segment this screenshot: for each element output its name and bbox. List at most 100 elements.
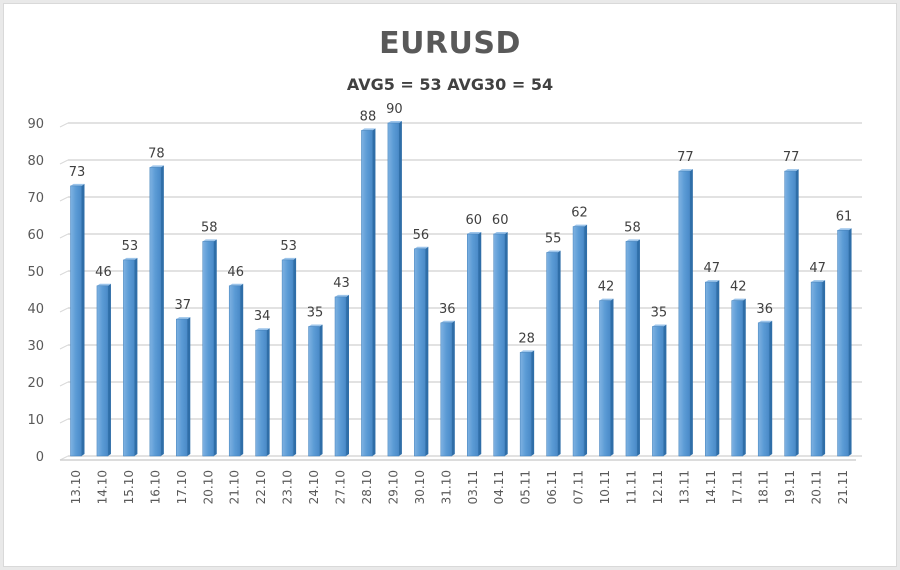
x-tick-label: 16.10 (148, 470, 162, 504)
y-tick-label: 70 (27, 191, 44, 206)
data-label: 77 (783, 150, 800, 165)
x-tick-label: 05.11 (519, 470, 533, 504)
bar: 90 (386, 102, 403, 457)
bar: 60 (465, 213, 482, 457)
bar: 62 (571, 206, 588, 457)
data-label: 77 (677, 150, 694, 165)
data-label: 88 (360, 109, 377, 124)
x-tick-label: 04.11 (492, 470, 506, 504)
x-tick-label: 17.10 (175, 470, 189, 504)
x-tick-label: 19.11 (783, 470, 797, 504)
chart-title: EURUSD (379, 26, 521, 61)
bar: 73 (69, 165, 86, 457)
data-label: 62 (571, 206, 588, 221)
data-label: 55 (545, 232, 562, 247)
data-label: 43 (333, 276, 350, 291)
x-tick-label: 12.11 (651, 470, 665, 504)
x-tick-label: 14.10 (95, 470, 109, 504)
bar: 58 (624, 220, 641, 457)
bar: 42 (598, 280, 615, 457)
x-tick-label: 29.10 (386, 470, 400, 504)
data-label: 42 (730, 280, 747, 295)
x-tick-label: 15.10 (122, 470, 136, 504)
bar: 60 (492, 213, 509, 457)
x-tick-label: 21.10 (228, 470, 242, 504)
bar: 37 (175, 298, 192, 457)
y-tick-label: 50 (27, 265, 44, 280)
x-tick-label: 17.11 (730, 470, 744, 504)
bar: 53 (122, 239, 139, 457)
data-label: 35 (651, 306, 668, 321)
bar: 34 (254, 309, 271, 457)
chart-subtitle: AVG5 = 53 AVG30 = 54 (346, 75, 554, 94)
x-tick-label: 22.10 (254, 470, 268, 504)
data-label: 90 (386, 102, 403, 117)
bar: 47 (704, 261, 721, 457)
data-label: 36 (756, 302, 773, 317)
data-label: 35 (307, 306, 324, 321)
x-tick-label: 10.11 (598, 470, 612, 504)
data-label: 73 (69, 165, 86, 180)
x-tick-label: 24.10 (307, 470, 321, 504)
x-axis: 13.10 14.10 15.10 16.10 17.10 20.10 21.10 22.10… (69, 470, 850, 504)
bar: 46 (227, 265, 244, 457)
bar: 61 (836, 209, 853, 457)
x-tick-label: 20.10 (201, 470, 215, 504)
x-tick-label: 28.10 (360, 470, 374, 504)
x-tick-label: 13.10 (69, 470, 83, 504)
data-label: 60 (465, 213, 482, 228)
data-label: 34 (254, 309, 271, 324)
y-axis: 0 10 20 30 40 50 60 70 80 90 (27, 117, 44, 465)
data-label: 46 (95, 265, 112, 280)
bar: 43 (333, 276, 350, 457)
x-tick-label: 18.11 (757, 470, 771, 504)
data-label: 56 (413, 228, 430, 243)
data-label: 78 (148, 146, 165, 161)
data-label: 53 (122, 239, 139, 254)
y-tick-label: 0 (36, 450, 44, 465)
data-label: 47 (704, 261, 721, 276)
x-tick-label: 31.10 (439, 470, 453, 504)
x-tick-label: 07.11 (572, 470, 586, 504)
data-label: 53 (280, 239, 297, 254)
bar: 53 (280, 239, 297, 457)
x-tick-label: 11.11 (624, 470, 638, 504)
y-tick-label: 40 (27, 302, 44, 317)
x-tick-label: 03.11 (466, 470, 480, 504)
x-tick-label: 06.11 (545, 470, 559, 504)
data-label: 42 (598, 280, 615, 295)
bar: 55 (545, 232, 562, 457)
bar: 58 (201, 220, 218, 457)
bar: 46 (95, 265, 112, 457)
data-label: 37 (175, 298, 192, 313)
bar: 47 (809, 261, 826, 457)
y-tick-label: 30 (27, 339, 44, 354)
bar: 77 (783, 150, 800, 457)
x-tick-label: 20.11 (810, 470, 824, 504)
data-label: 58 (624, 220, 641, 235)
x-tick-label: 14.11 (704, 470, 718, 504)
bars: 73 46 53 78 37 58 46 34 53 35 43 88 90 56 36 60 60 28 55 62… (69, 102, 853, 457)
data-label: 47 (809, 261, 826, 276)
data-label: 46 (227, 265, 244, 280)
bar: 56 (413, 228, 430, 457)
data-label: 61 (836, 209, 853, 224)
bar: 28 (518, 331, 535, 457)
data-label: 36 (439, 302, 456, 317)
y-tick-label: 20 (27, 376, 44, 391)
bar: 88 (360, 109, 377, 457)
data-label: 60 (492, 213, 509, 228)
y-tick-label: 90 (27, 117, 44, 132)
y-tick-label: 60 (27, 228, 44, 243)
x-tick-label: 21.11 (836, 470, 850, 504)
data-label: 28 (518, 331, 535, 346)
bar: 35 (651, 306, 668, 457)
bar: 36 (756, 302, 773, 457)
x-tick-label: 27.10 (334, 470, 348, 504)
gridlines (59, 122, 862, 461)
x-tick-label: 30.10 (413, 470, 427, 504)
bar: 42 (730, 280, 747, 457)
x-tick-label: 23.10 (281, 470, 295, 504)
bar: 35 (307, 306, 324, 457)
